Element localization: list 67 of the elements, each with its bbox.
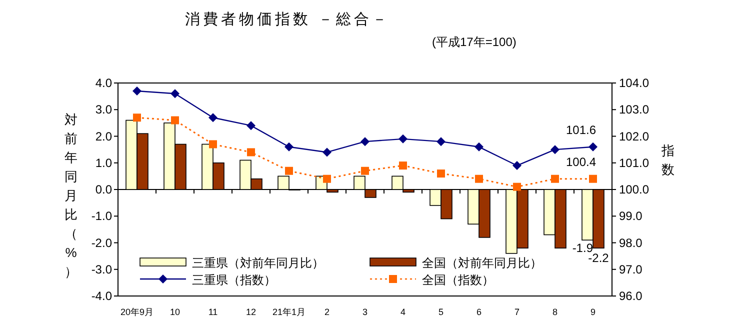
point: [246, 121, 256, 130]
point: [513, 182, 521, 191]
data-label: 101.6: [566, 122, 596, 137]
y2-tick-label: 104.0: [619, 76, 650, 90]
point: [437, 170, 445, 178]
y-tick-label: 2.0: [95, 129, 112, 144]
chart-title: 消費者物価指数 －総合－: [185, 11, 390, 28]
y-tick-label: 3.0: [95, 102, 112, 117]
y-tick-label: -2.0: [91, 236, 112, 250]
point: [589, 174, 597, 183]
point: [474, 142, 484, 152]
point: [399, 162, 407, 170]
x-tick-label: 8: [552, 307, 558, 317]
point: [436, 137, 446, 146]
y-tick-label: -4.0: [91, 289, 112, 303]
point: [285, 166, 293, 175]
point: [133, 114, 141, 122]
data-label: 100.4: [566, 154, 596, 169]
point: [398, 134, 408, 144]
x-tick-label: 3: [362, 307, 368, 317]
y-tick-label: -1.0: [91, 209, 112, 224]
x-tick-label: 9: [590, 307, 596, 317]
point: [360, 137, 370, 146]
point: [475, 174, 483, 183]
point: [323, 174, 331, 183]
x-tick-label: 11: [208, 307, 218, 317]
y-tick-label: 1.0: [95, 156, 112, 170]
x-tick-label: 5: [438, 307, 444, 317]
legend-label: 三重県（指数）: [192, 273, 276, 287]
y2-tick-label: 101.0: [619, 156, 650, 170]
point: [170, 89, 180, 98]
chart-subtitle: (平成17年=100): [432, 35, 516, 49]
point: [512, 161, 522, 170]
vlabel: 指数: [662, 143, 674, 177]
point: [551, 174, 559, 183]
x-tick-label: 6: [476, 307, 482, 317]
point: [284, 142, 294, 152]
point: [171, 116, 179, 124]
x-tick-label: 12: [246, 307, 256, 317]
y2-tick-label: 103.0: [619, 102, 650, 117]
legend-label: 全国（指数）: [422, 273, 494, 287]
x-tick-label: 21年1月: [272, 307, 306, 317]
point: [209, 140, 217, 148]
y2-tick-label: 102.0: [619, 129, 650, 144]
y-tick-label: -3.0: [91, 262, 112, 276]
point: [322, 148, 332, 157]
legend-label: 三重県（対前年同月比）: [192, 256, 324, 270]
y2-tick-label: 96.0: [619, 289, 643, 303]
x-tick-label: 10: [170, 307, 180, 317]
y2-tick-label: 100.0: [619, 182, 650, 196]
point: [588, 142, 598, 152]
vlabel: 対前年同月比（%）: [64, 112, 78, 279]
x-tick-label: 7: [514, 307, 520, 317]
x-tick-label: 2: [324, 307, 330, 317]
y2-tick-label: 97.0: [619, 262, 643, 276]
x-tick-label: 4: [400, 307, 406, 317]
point: [132, 86, 142, 96]
point: [550, 145, 560, 154]
y2-tick-label: 99.0: [619, 209, 643, 224]
legend-label: 全国（対前年同月比）: [422, 256, 542, 270]
y2-tick-label: 98.0: [619, 236, 643, 250]
point: [208, 113, 218, 122]
x-tick-label: 20年9月: [120, 307, 154, 317]
y-tick-label: 0.0: [95, 182, 112, 196]
point: [247, 148, 255, 156]
y-tick-label: 4.0: [95, 76, 112, 90]
point: [361, 166, 369, 175]
